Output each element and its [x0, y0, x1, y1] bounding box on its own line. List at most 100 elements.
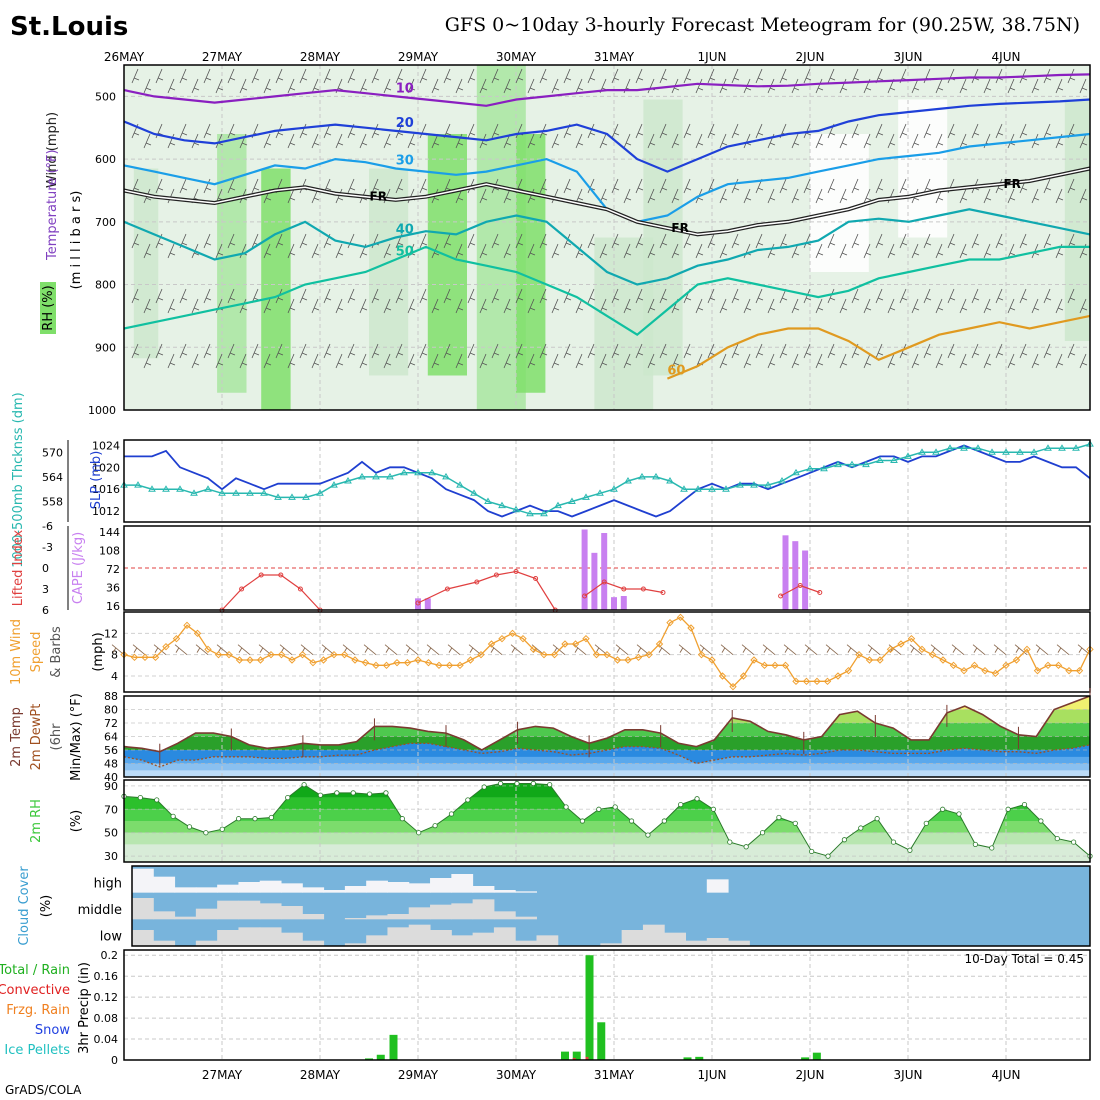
- wind-barb: [815, 353, 824, 369]
- wind-barb: [515, 288, 524, 304]
- wind10m-barb: [426, 644, 440, 656]
- rh-point: [612, 804, 618, 810]
- wind-barb: [659, 68, 668, 84]
- wind-barb: [503, 188, 512, 204]
- wind-speed-point: [813, 677, 821, 686]
- wind-barb: [647, 353, 656, 369]
- wind-barb: [995, 288, 1004, 304]
- temp-line: [123, 695, 1091, 753]
- slp-thickness-panel: 1012 1016 1020 1024 558 564 570 1000-500mb Thck…: [11, 392, 1094, 568]
- rh-point: [448, 811, 455, 817]
- wind-barb: [791, 188, 800, 204]
- precip-bar-convective: [572, 1057, 576, 1060]
- wind-barb: [1019, 233, 1028, 249]
- wind-barb: [683, 233, 692, 249]
- wind-barb: [995, 343, 1004, 359]
- wind-barb: [143, 353, 152, 369]
- wind-speed-point: [760, 661, 769, 670]
- thickness-point: [386, 472, 394, 480]
- rh-point: [268, 814, 274, 821]
- wind-barb: [731, 123, 740, 139]
- wind-barb: [563, 288, 572, 304]
- wind-barb: [179, 123, 188, 139]
- cloud-middle-cell: [259, 903, 282, 920]
- rh-point: [219, 826, 225, 832]
- wind-barb: [323, 68, 332, 84]
- lifted-index-line: [584, 581, 664, 597]
- wind-speed-point: [487, 640, 496, 648]
- wind-speed-point: [414, 656, 422, 664]
- wind-barb: [275, 343, 284, 359]
- cape-bar: [415, 598, 421, 610]
- wind-barb: [611, 123, 620, 139]
- wind-barb: [983, 243, 992, 259]
- wind-barb: [287, 353, 296, 369]
- wind-speed-point: [351, 656, 359, 664]
- wind-barb: [695, 133, 704, 149]
- wind-barb: [923, 288, 932, 304]
- rh-point: [972, 841, 978, 848]
- wind-barb: [755, 68, 764, 84]
- wind-barb: [923, 178, 932, 194]
- rh-fill-bands: [124, 783, 1090, 862]
- wind-barb: [383, 353, 392, 369]
- thickness-point: [442, 472, 450, 480]
- wind-barb: [935, 353, 944, 369]
- wind-speed-point: [340, 650, 349, 659]
- wind-barb: [755, 343, 764, 359]
- wind-barb: [959, 133, 968, 149]
- wind-barb: [743, 188, 752, 204]
- cape-tick-label: 108: [99, 545, 120, 558]
- wind-barb: [887, 353, 896, 369]
- wind-barb: [551, 353, 560, 369]
- wind-barb: [623, 133, 632, 149]
- wind-barb: [719, 353, 728, 369]
- wind-speed-point: [162, 642, 170, 651]
- top-date-label: 30MAY: [496, 50, 537, 64]
- wind-barb: [419, 178, 428, 194]
- wind-barb: [407, 353, 416, 369]
- precip-bar-total: [376, 1054, 385, 1060]
- rh-point: [874, 816, 880, 822]
- wind-barb: [455, 243, 464, 259]
- wind-barb: [227, 68, 236, 84]
- wind-barb: [251, 68, 260, 84]
- wind-barb: [563, 178, 572, 194]
- wind-barb: [155, 178, 164, 194]
- wind-barb: [587, 343, 596, 359]
- wind-speed-point: [246, 656, 254, 664]
- wind-barb: [1043, 343, 1052, 359]
- wind-barb: [623, 243, 632, 259]
- rh-point: [645, 832, 651, 838]
- rh-point: [497, 780, 504, 787]
- wind-barb: [479, 298, 488, 314]
- rh-point: [809, 848, 815, 855]
- cloud-middle-cell: [493, 911, 516, 920]
- wind-barb: [767, 353, 776, 369]
- precip-legend-label: Snow: [35, 1023, 70, 1038]
- lifted-index-point: [582, 593, 588, 599]
- li-tick-label: -6: [42, 520, 53, 533]
- lifted-index-point: [493, 572, 499, 578]
- bottom-date-label: 31MAY: [594, 1068, 635, 1082]
- thickness-point: [428, 468, 436, 476]
- rh-point: [203, 830, 209, 836]
- wind-barb: [563, 233, 572, 249]
- wind-barb: [467, 288, 476, 304]
- lifted-index-point: [444, 586, 450, 592]
- wind-barb: [131, 288, 140, 304]
- rh-shade-region: [369, 168, 409, 376]
- precip-bar-total: [365, 1058, 373, 1060]
- wind-barb: [551, 243, 560, 259]
- rh-point: [661, 818, 667, 824]
- wind-barb: [803, 178, 812, 194]
- wind-speed-point: [1023, 645, 1031, 654]
- wind-barb: [383, 243, 392, 259]
- wind-speed-point: [151, 653, 160, 662]
- wind-barb: [671, 188, 680, 204]
- wind-barb: [443, 68, 452, 84]
- precip-tick-label: 0.16: [94, 970, 119, 983]
- wind-barb: [215, 243, 224, 259]
- wind-speed-point: [382, 661, 391, 670]
- wind10m-barb: [741, 644, 755, 656]
